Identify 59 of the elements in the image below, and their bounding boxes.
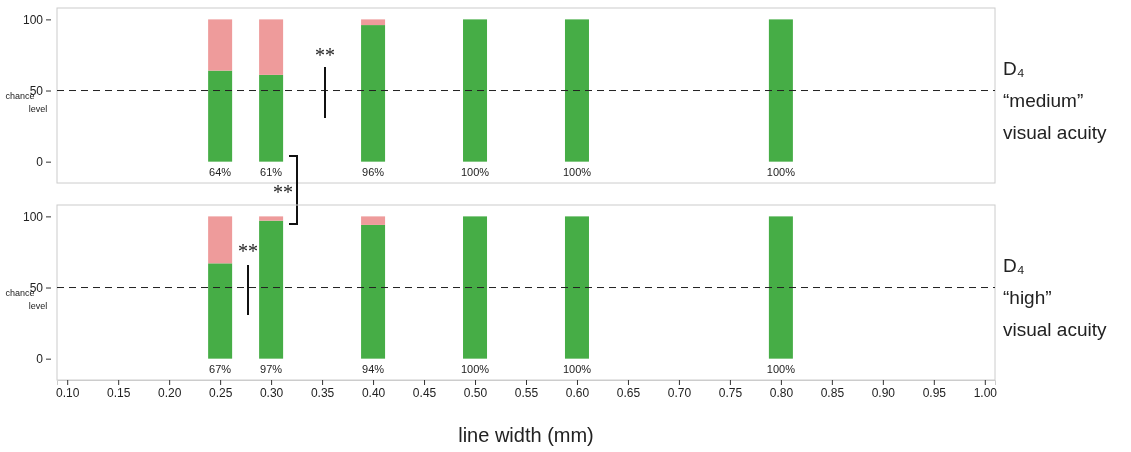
data-label: 96%: [362, 165, 385, 178]
bar: [208, 19, 233, 71]
annotation: **: [315, 44, 335, 66]
data-label: 64%: [209, 165, 232, 178]
bar: [361, 19, 386, 26]
x-tick-label: 0.95: [922, 385, 947, 400]
data-label: 67%: [209, 362, 232, 375]
x-tick-label: 0.55: [514, 385, 539, 400]
annotation: **: [273, 181, 293, 203]
bar: [463, 216, 488, 359]
data-label: 97%: [260, 362, 283, 375]
x-tick-label: 0.35: [310, 385, 335, 400]
x-tick-label: 0.70: [667, 385, 692, 400]
bar: [208, 70, 233, 162]
bar: [208, 216, 233, 264]
x-tick-label: 0.30: [259, 385, 284, 400]
x-tick-label: 0.15: [106, 385, 131, 400]
bar: [259, 220, 284, 359]
data-label: 94%: [362, 362, 385, 375]
x-tick-label: 0.10: [56, 385, 80, 400]
x-tick-label: 0.20: [157, 385, 182, 400]
bar: [208, 263, 233, 359]
data-label: 100%: [766, 165, 796, 178]
x-tick-label: 1.00: [973, 385, 998, 400]
x-tick-label: 0.45: [412, 385, 437, 400]
annotation: **: [238, 240, 258, 262]
x-tick-label: 0.50: [463, 385, 488, 400]
bar: [259, 19, 284, 75]
x-tick-label: 0.80: [769, 385, 794, 400]
bar: [564, 216, 589, 359]
x-tick-label: 0.60: [565, 385, 590, 400]
bar: [361, 224, 386, 359]
data-label: 100%: [562, 362, 592, 375]
data-label: 100%: [460, 165, 490, 178]
x-tick-label: 0.25: [208, 385, 233, 400]
bar: [768, 216, 793, 359]
bar: [361, 216, 386, 225]
bar: [361, 25, 386, 162]
data-label: 61%: [260, 165, 283, 178]
data-label: 100%: [766, 362, 796, 375]
text: D₄ “medium” visual acuity: [1003, 57, 1107, 143]
data-label: 100%: [460, 362, 490, 375]
x-tick-label: 0.90: [871, 385, 896, 400]
bar: [768, 19, 793, 162]
x-tick-label: 0.85: [820, 385, 845, 400]
text: D₄ “high” visual acuity: [1003, 254, 1107, 340]
bar: [259, 216, 284, 221]
y-tick-label: 100: [22, 12, 44, 27]
y-tick-label: 100: [22, 209, 44, 224]
bar: [259, 74, 284, 162]
y-tick-label: 0: [36, 155, 44, 169]
bar: [463, 19, 488, 162]
x-tick-label: 0.65: [616, 385, 641, 400]
y-tick-label: 0: [36, 352, 44, 366]
data-label: 100%: [562, 165, 592, 178]
bar: [564, 19, 589, 162]
x-tick-label: 0.75: [718, 385, 743, 400]
x-axis-title: line width (mm): [458, 424, 594, 446]
x-tick-label: 0.40: [361, 385, 386, 400]
